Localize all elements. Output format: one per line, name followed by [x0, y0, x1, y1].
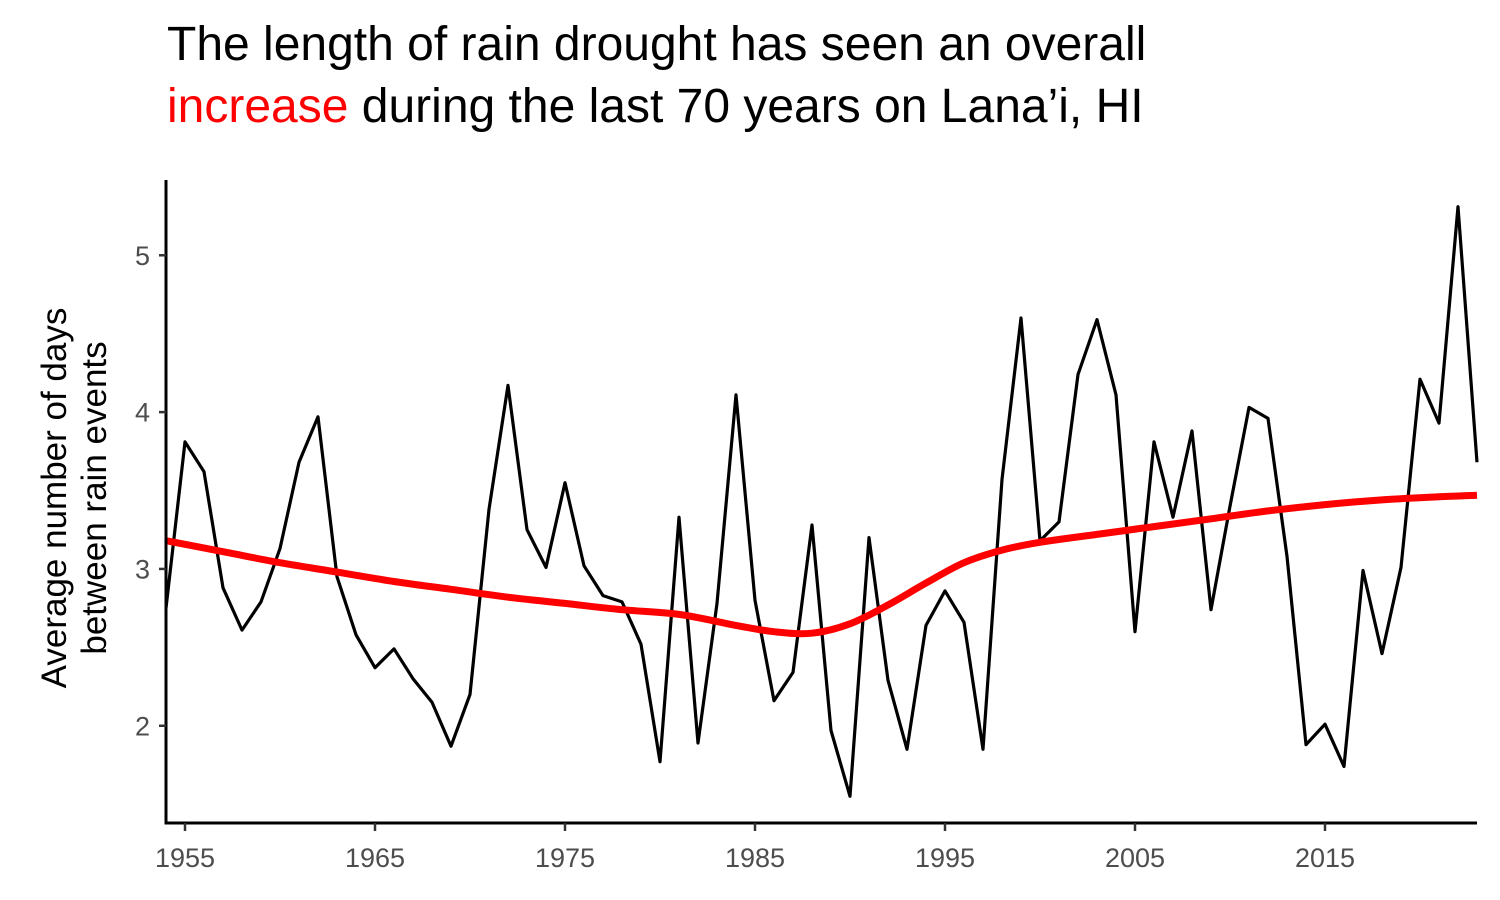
- x-tick-label-1965: 1965: [345, 843, 405, 873]
- title-line-1: The length of rain drought has seen an o…: [167, 18, 1147, 71]
- chart-title: The length of rain drought has seen an o…: [167, 14, 1146, 138]
- title-line-2-rest: during the last 70 years on Lana’i, HI: [348, 80, 1144, 133]
- y-tick-label-3: 3: [135, 554, 150, 584]
- title-highlight-word: increase: [167, 80, 349, 133]
- x-tick-label-2015: 2015: [1295, 843, 1355, 873]
- y-tick-label-2: 2: [135, 711, 150, 741]
- trend-line: [165, 491, 1478, 638]
- title-line-2: increase during the last 70 years on Lan…: [167, 76, 1146, 138]
- x-axis-ticks: 1955 1965 1975 1985 1995 2005 2015: [155, 823, 1355, 873]
- x-tick-label-1955: 1955: [155, 843, 215, 873]
- x-tick-label-1975: 1975: [535, 843, 595, 873]
- x-tick-label-2005: 2005: [1105, 843, 1165, 873]
- x-tick-label-1995: 1995: [915, 843, 975, 873]
- x-tick-label-1985: 1985: [725, 843, 785, 873]
- y-tick-label-5: 5: [135, 241, 150, 271]
- y-axis-title-line-2: between rain events: [75, 341, 114, 654]
- plot-area: [164, 205, 1479, 798]
- y-axis-title: Average number of days between rain even…: [35, 308, 114, 689]
- y-axis-ticks: 2 3 4 5: [135, 241, 166, 741]
- y-tick-label-4: 4: [135, 398, 150, 428]
- y-axis-title-line-1: Average number of days: [35, 308, 74, 689]
- observed-series-line: [164, 205, 1479, 798]
